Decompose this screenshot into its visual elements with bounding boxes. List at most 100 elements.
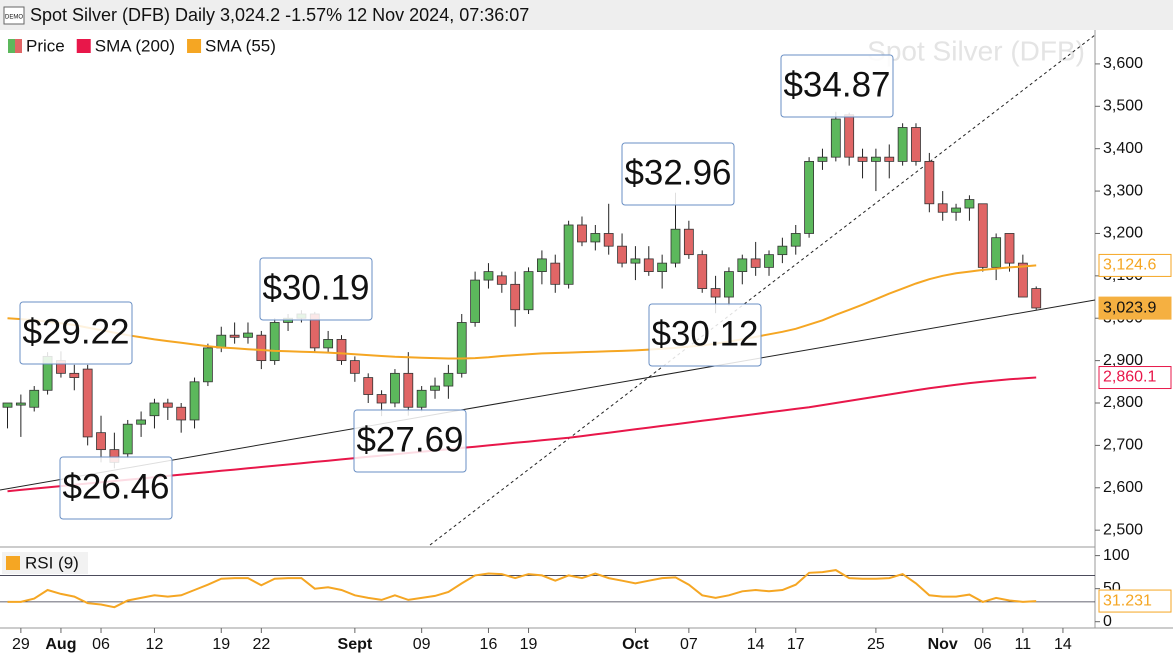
- y-tick-label: 2,700: [1103, 437, 1143, 454]
- candle-body: [630, 258, 641, 264]
- x-tick-label: 19: [212, 636, 230, 653]
- candle-body: [790, 233, 801, 247]
- x-tick-label: 22: [252, 636, 270, 653]
- candle-body: [29, 389, 40, 408]
- candle-body: [1004, 233, 1015, 264]
- candle-body: [724, 271, 734, 298]
- x-tick-label: 19: [520, 636, 538, 653]
- candle-body: [510, 283, 521, 311]
- x-tick-label: 06: [92, 636, 110, 653]
- candle-body: [764, 254, 774, 268]
- last-value-label: 2,860.1: [1103, 369, 1156, 386]
- candle-body: [2, 402, 13, 408]
- candle-body: [937, 203, 948, 213]
- candle-body: [269, 322, 280, 362]
- candle-body: [336, 339, 347, 362]
- candle-body: [804, 160, 814, 234]
- last-value-tag: [1098, 589, 1172, 613]
- candle-body: [897, 127, 908, 162]
- x-tick-label: 16: [480, 636, 498, 653]
- legend-swatch: [76, 39, 91, 53]
- candle-body: [537, 258, 547, 273]
- candle-body: [857, 156, 868, 162]
- y-tick-label: 3,600: [1103, 55, 1143, 72]
- y-tick-label: 3,400: [1103, 140, 1143, 157]
- legend-label: SMA (55): [205, 36, 276, 55]
- annotation: $29.22: [22, 312, 129, 351]
- legend-label: SMA (200): [95, 36, 175, 55]
- annotation-box: [59, 456, 173, 520]
- candle-body: [977, 203, 988, 268]
- candle-body: [817, 156, 828, 162]
- title-bar: [0, 0, 1173, 30]
- y-tick-label: 2,900: [1103, 352, 1143, 369]
- y-tick-label: 3,200: [1103, 225, 1143, 242]
- candle-body: [176, 406, 187, 421]
- candle-body: [710, 288, 721, 298]
- annotation-box: [621, 142, 735, 206]
- candle-body: [991, 237, 1002, 268]
- candle-body: [830, 118, 841, 158]
- candle-body: [844, 114, 855, 158]
- candle-body: [323, 339, 334, 349]
- candle-body: [777, 245, 788, 256]
- candle-body: [69, 372, 80, 378]
- last-value-tag: [1098, 253, 1172, 277]
- candle-body: [483, 271, 494, 281]
- legend-swatch: [8, 39, 15, 53]
- candle-body: [136, 419, 147, 425]
- x-tick-label: 14: [747, 636, 765, 653]
- annotation: $34.87: [783, 65, 890, 104]
- candle-body: [243, 332, 253, 338]
- candle-body: [590, 233, 601, 243]
- candle-body: [162, 402, 173, 408]
- last-value-tag: [1098, 366, 1172, 390]
- x-tick-label: 14: [1054, 636, 1072, 653]
- annotation-box: [19, 301, 133, 365]
- candle-body: [951, 207, 961, 213]
- candle-body: [670, 228, 681, 264]
- candle-body: [563, 224, 574, 285]
- candle-body: [884, 156, 895, 162]
- candle-body: [470, 279, 481, 323]
- candle-body: [229, 334, 240, 338]
- candle-body: [202, 347, 213, 383]
- candle-body: [683, 228, 694, 256]
- y-tick-label: 0: [1103, 613, 1112, 630]
- candle-body: [657, 262, 668, 273]
- annotation: $27.69: [356, 420, 463, 459]
- candle-body: [911, 127, 921, 162]
- candle-body: [617, 245, 627, 264]
- last-value-label: 3,023.9: [1103, 299, 1156, 316]
- legend-swatch: [187, 39, 202, 53]
- candle-body: [390, 372, 400, 404]
- legend-label: Price: [26, 36, 65, 55]
- y-tick-label: 2,500: [1103, 521, 1143, 538]
- x-tick-label: 11: [1015, 636, 1032, 653]
- annotation-box: [648, 303, 762, 367]
- candle-body: [1017, 262, 1028, 298]
- y-tick-label: 2,800: [1103, 394, 1143, 411]
- candle-body: [871, 156, 881, 162]
- annotation: $26.46: [62, 467, 169, 506]
- candle-body: [964, 199, 975, 209]
- x-tick-label: 29: [12, 636, 30, 653]
- x-tick-label: 09: [413, 636, 431, 653]
- candle-body: [256, 334, 267, 362]
- x-tick-label: 17: [787, 636, 805, 653]
- candle-body: [82, 368, 93, 438]
- x-tick-label: Aug: [45, 636, 76, 653]
- candle-body: [15, 402, 26, 406]
- y-tick-label: 3,300: [1103, 182, 1143, 199]
- legend-label: RSI (9): [25, 553, 79, 572]
- y-tick-label: 3,500: [1103, 98, 1143, 115]
- demo-icon: [3, 6, 25, 25]
- annotation: $30.12: [651, 314, 758, 353]
- candle-body: [96, 432, 106, 451]
- chart-title: Spot Silver (DFB) Daily 3,024.2 -1.57% 1…: [30, 5, 529, 25]
- y-tick-label: 2,600: [1103, 479, 1143, 496]
- x-tick-label: Nov: [928, 636, 958, 653]
- demo-icon-text: DEMO: [5, 15, 23, 21]
- candle-body: [697, 254, 708, 289]
